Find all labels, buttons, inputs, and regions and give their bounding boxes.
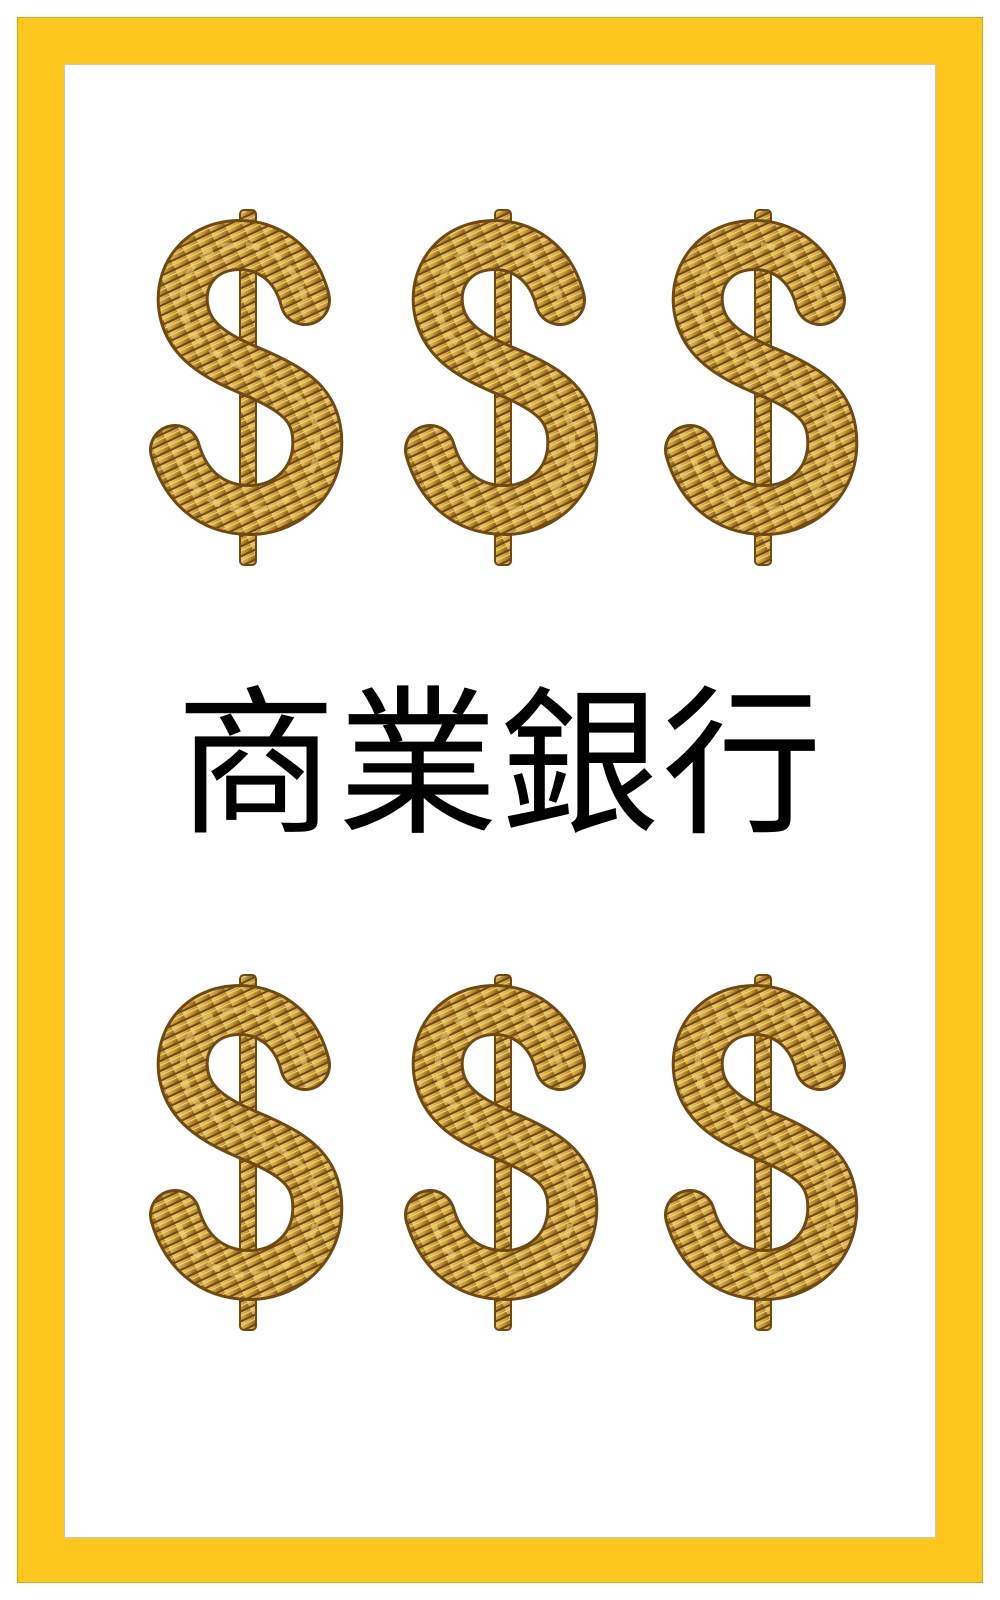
dollar-sign-drawing: [664, 974, 859, 1331]
card-panel: 商業銀行: [64, 64, 936, 1538]
dollar-sign-drawing: [404, 209, 599, 566]
dollar-sign-drawing: [404, 974, 599, 1331]
card-frame: 商業銀行: [17, 17, 983, 1583]
dollar-sign-drawing: [149, 209, 344, 566]
dollar-sign-drawing: [149, 974, 344, 1331]
bank-title: 商業銀行: [175, 671, 824, 858]
dollar-sign-drawing: [664, 209, 859, 566]
gold-dollar-sign-icon: [390, 970, 620, 1340]
gold-dollar-sign-icon: [135, 205, 365, 575]
gold-dollar-sign-icon: [390, 205, 620, 575]
gold-dollar-sign-icon: [650, 205, 880, 575]
gold-dollar-sign-icon: [650, 970, 880, 1340]
gold-dollar-sign-icon: [135, 970, 365, 1340]
